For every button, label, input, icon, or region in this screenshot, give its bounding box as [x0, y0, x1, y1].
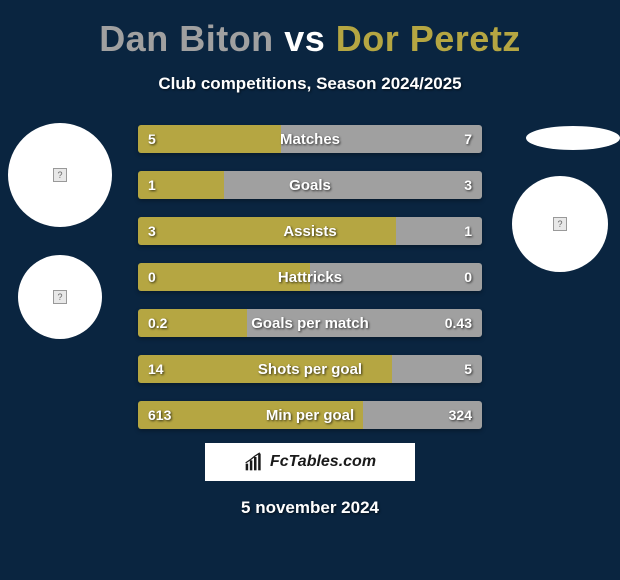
photos-right-region: ? [490, 120, 620, 360]
stat-row: 00Hattricks [138, 263, 482, 291]
title-vs: vs [284, 18, 325, 59]
chart-icon [244, 452, 264, 472]
player2-photo-bottom: ? [512, 176, 608, 272]
subtitle: Club competitions, Season 2024/2025 [0, 74, 620, 94]
stat-label: Matches [138, 125, 482, 153]
image-placeholder-icon: ? [53, 290, 67, 304]
footer-brand-badge: FcTables.com [205, 443, 415, 481]
stat-row: 613324Min per goal [138, 401, 482, 429]
stat-row: 31Assists [138, 217, 482, 245]
stat-row: 145Shots per goal [138, 355, 482, 383]
stat-label: Assists [138, 217, 482, 245]
stat-label: Shots per goal [138, 355, 482, 383]
stat-row: 13Goals [138, 171, 482, 199]
player1-photo-bottom: ? [18, 255, 102, 339]
image-placeholder-icon: ? [53, 168, 67, 182]
title-player1: Dan Biton [99, 18, 273, 59]
title-player2: Dor Peretz [336, 18, 521, 59]
player1-photo-top: ? [8, 123, 112, 227]
stat-label: Min per goal [138, 401, 482, 429]
photos-left-region: ? ? [0, 120, 130, 360]
page-title: Dan Biton vs Dor Peretz [0, 0, 620, 60]
stats-bars: 57Matches 13Goals 31Assists 00Hattricks 0.20… [138, 125, 482, 447]
footer-brand-text: FcTables.com [270, 453, 376, 471]
stat-row: 0.20.43Goals per match [138, 309, 482, 337]
stat-label: Goals per match [138, 309, 482, 337]
stat-label: Goals [138, 171, 482, 199]
image-placeholder-icon: ? [553, 217, 567, 231]
stat-row: 57Matches [138, 125, 482, 153]
stat-label: Hattricks [138, 263, 482, 291]
player2-ellipse [526, 126, 620, 150]
date-text: 5 november 2024 [0, 498, 620, 518]
